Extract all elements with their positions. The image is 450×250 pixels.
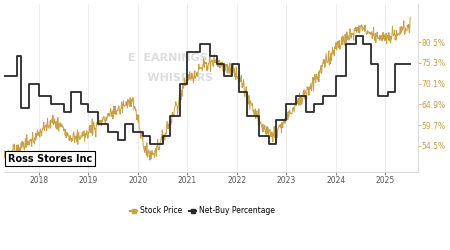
- Legend: Stock Price, Net-Buy Percentage: Stock Price, Net-Buy Percentage: [126, 203, 279, 218]
- Text: E  EARNINGS
     WHISPERS: E EARNINGS WHISPERS: [128, 53, 213, 83]
- Text: Ross Stores Inc: Ross Stores Inc: [8, 154, 93, 164]
